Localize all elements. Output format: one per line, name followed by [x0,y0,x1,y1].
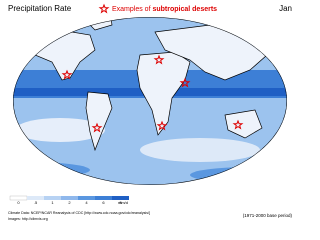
footer-period: (1971-2000 base period) [243,213,293,218]
colorbar-ticks: 0 .5 1 2 4 6 8 [17,200,122,205]
colorbar-tick: 0 [17,200,20,205]
colorbar-unit: mm/d [118,200,128,205]
legend-emphasis: subtropical deserts [152,6,217,13]
month: Jan [279,4,292,13]
colorbar-tick: 6 [102,200,105,205]
colorbar-tick: 8 [119,200,122,205]
legend-prefix: Examples of [112,6,151,13]
colorbar-tick: 2 [68,200,71,205]
colorbar-tick: .5 [34,200,38,205]
footer-images: Images: http://climvis.org [8,217,48,221]
colorbar [9,195,129,201]
page: Precipitation Rate Examples of subtropic… [8,4,293,221]
colorbar-tick: 1 [51,200,54,205]
footer-source: Climate Data: NCEP/NCAR Reanalysis of CD… [8,211,150,215]
legend-text: Examples of subtropical deserts [112,6,217,13]
title: Precipitation Rate [8,4,72,13]
colorbar-tick: 4 [85,200,88,205]
legend-star [99,4,109,13]
map [13,17,287,185]
